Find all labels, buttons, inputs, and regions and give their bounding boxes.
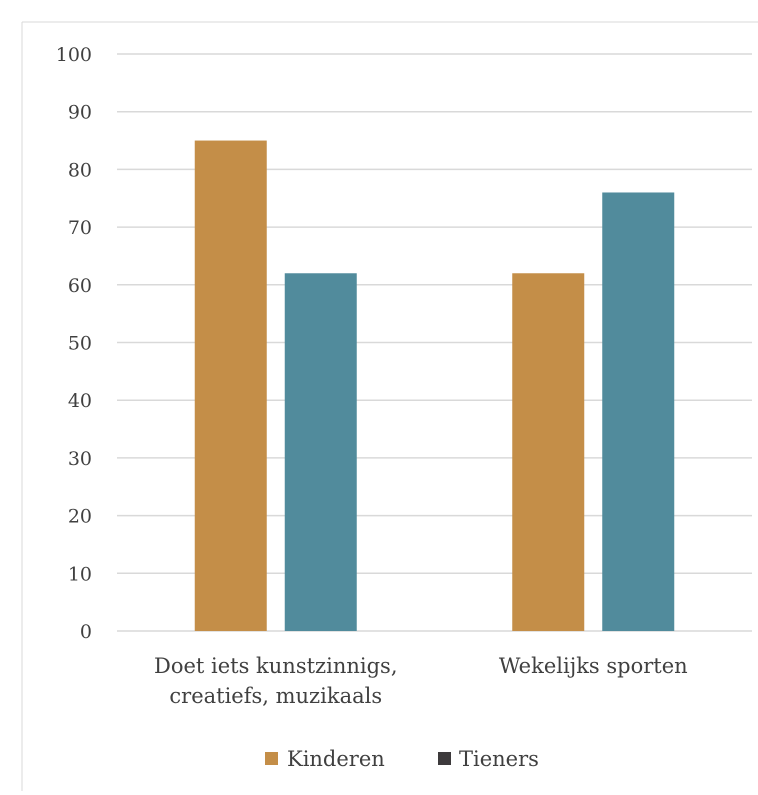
x-category-label: creatiefs, muzikaals xyxy=(169,684,382,708)
y-tick-label: 90 xyxy=(68,102,92,124)
y-tick-label: 10 xyxy=(68,563,92,585)
y-tick-label: 100 xyxy=(56,44,92,66)
legend-swatch-tieners xyxy=(438,752,451,765)
bar-kinderen-1 xyxy=(512,273,585,631)
y-tick-label: 40 xyxy=(68,390,92,412)
legend-swatch-kinderen xyxy=(265,752,278,765)
x-category-label: Doet iets kunstzinnigs, xyxy=(154,654,398,678)
y-tick-label: 70 xyxy=(68,217,92,239)
bar-tieners-0 xyxy=(284,273,357,631)
y-tick-label: 30 xyxy=(68,448,92,470)
bars xyxy=(194,140,675,632)
x-axis-category-labels: Doet iets kunstzinnigs, creatiefs, muzika… xyxy=(154,654,688,708)
x-category-label: Wekelijks sporten xyxy=(499,654,688,678)
y-tick-label: 50 xyxy=(68,333,92,355)
legend: Kinderen Tieners xyxy=(265,747,539,771)
legend-label-kinderen: Kinderen xyxy=(287,747,385,771)
y-axis-tick-labels: 0 10 20 30 40 50 60 70 80 90 100 xyxy=(56,44,92,643)
bar-kinderen-0 xyxy=(194,140,267,632)
legend-label-tieners: Tieners xyxy=(459,747,539,771)
bar-tieners-1 xyxy=(602,192,675,632)
y-tick-label: 60 xyxy=(68,275,92,297)
y-tick-label: 80 xyxy=(68,159,92,181)
y-tick-label: 20 xyxy=(68,506,92,528)
y-tick-label: 0 xyxy=(80,621,92,643)
